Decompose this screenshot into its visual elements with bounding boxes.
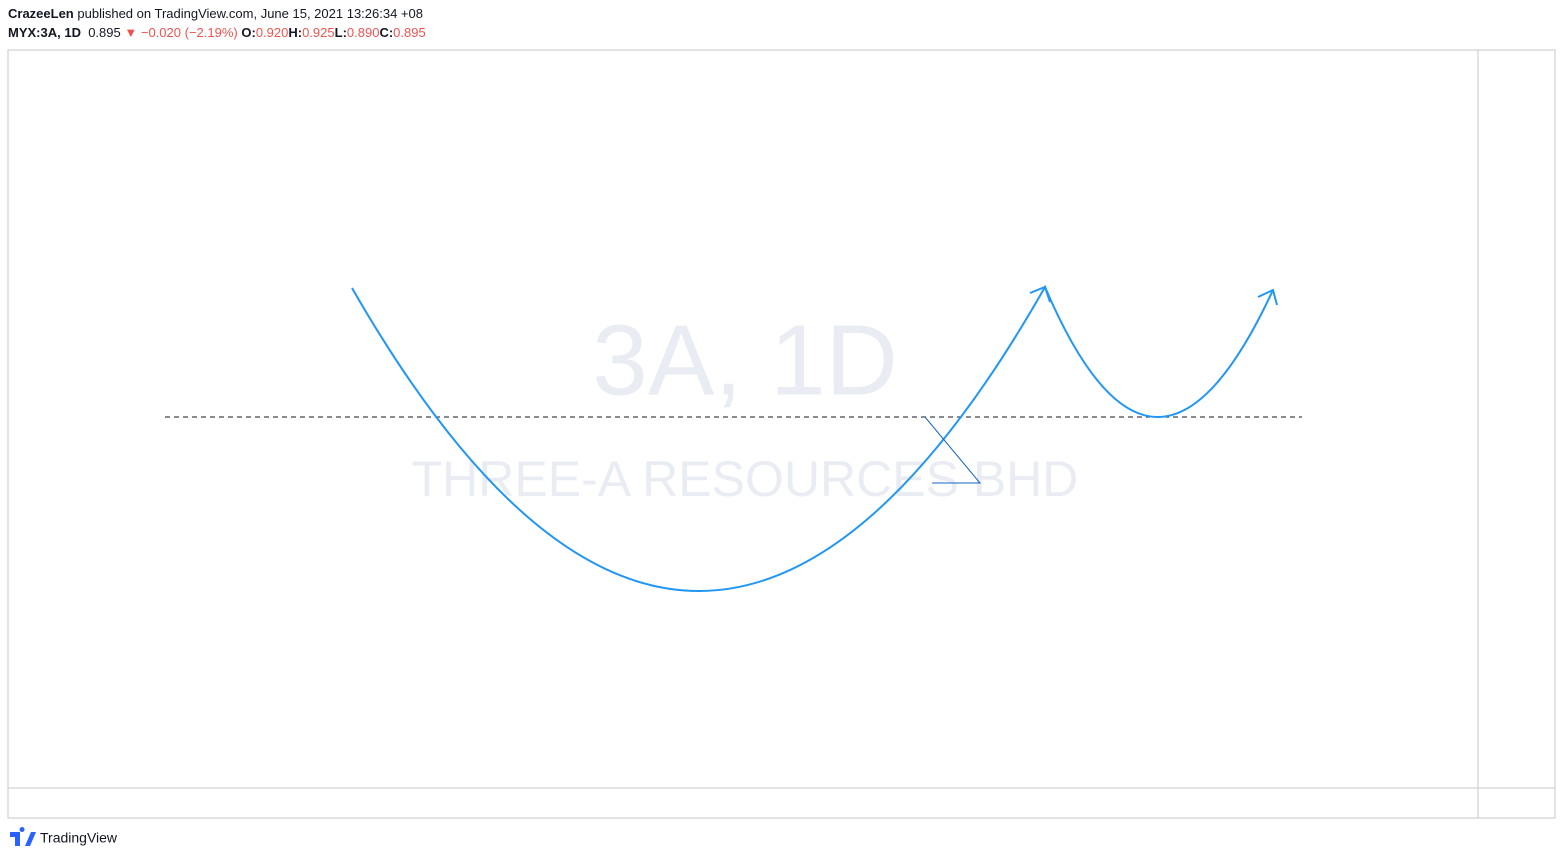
watermark-name: THREE-A RESOURCES BHD (412, 451, 1079, 507)
last: 0.895 (88, 25, 121, 40)
frame (7, 49, 1556, 819)
ohlc-value: 0.895 (393, 25, 426, 40)
symbol: MYX:3A, 1D (8, 25, 81, 40)
arrow: ▼ (124, 25, 138, 40)
arrow-heads (1029, 285, 1278, 306)
brand: TradingView (40, 830, 118, 846)
cup-drawing (351, 284, 1274, 592)
logo-mark (10, 827, 36, 846)
logo: TradingView (10, 827, 118, 846)
publish-line: CrazeeLen published on TradingView.com, … (8, 6, 423, 21)
quote-line: MYX:3A, 1D 0.895 ▼ −0.020 (−2.19%) O:0.9… (8, 25, 426, 40)
ohlc-label: H: (288, 25, 303, 40)
published: published on TradingView.com, June 15, 2… (77, 6, 423, 21)
ohlc-value: 0.920 (255, 25, 289, 40)
watermark: 3A, 1D (592, 304, 898, 416)
ohlc-label: L: (334, 25, 347, 40)
triangle-drawing (924, 416, 982, 484)
ohlc-value: 0.890 (346, 25, 380, 40)
ohlc-label: C: (379, 25, 394, 40)
change: −0.020 (−2.19%) (140, 25, 238, 40)
author: CrazeeLen (8, 6, 74, 21)
ohlc-label: O: (241, 25, 256, 40)
ohlc: O:0.920H:0.925L:0.890C:0.895 (241, 25, 425, 40)
ohlc-value: 0.925 (302, 25, 335, 40)
